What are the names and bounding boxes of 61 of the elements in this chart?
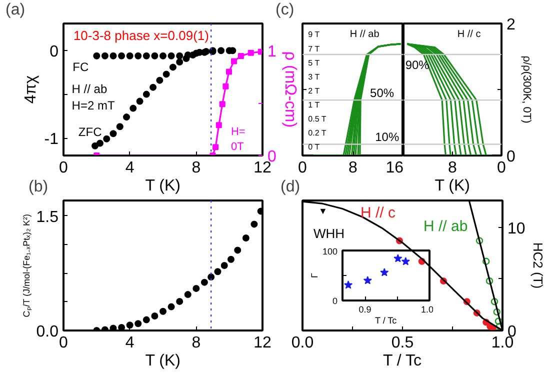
x-tick-label: 1.0 — [420, 304, 434, 314]
annotation: 10-3-8 phase x=0.09(1) — [73, 28, 209, 44]
annotation: H= — [230, 126, 246, 138]
x-axis-title: T (K) — [145, 352, 180, 370]
annotation: 7 T — [308, 44, 320, 54]
annotation: H // ab — [350, 29, 380, 40]
y-tick-label: 0.0 — [36, 324, 59, 340]
y-axis-title: ρ/ρ(300K, 0T) — [520, 56, 532, 124]
y2-axis-title: ρ (mΩ-cm) — [281, 51, 298, 128]
x-axis-title: T / Tc — [375, 316, 398, 326]
x-tick-label: 12 — [254, 334, 272, 352]
x-tick-label: 0 — [298, 160, 308, 176]
series-label: H // ab — [424, 218, 468, 235]
annotation: WHH — [314, 226, 345, 242]
x-tick-label: 0.9 — [358, 304, 372, 314]
annotation: H=2 mT — [72, 98, 116, 113]
annotation: ▼ — [318, 206, 328, 216]
y-axis-title: Cₚ/T (J/mol-(Fe₁₋ₓPtₓ)₂ K²) — [21, 214, 32, 318]
annotation: 1 T — [308, 100, 320, 110]
x-axis-title: T / Tc — [382, 352, 422, 370]
x-tick-label: 8 — [348, 160, 358, 176]
x-tick-label: 8 — [192, 160, 201, 176]
y-tick-label: 2 — [506, 16, 516, 34]
annotation: H // ab — [72, 82, 108, 96]
x-axis-title: T (K) — [434, 178, 470, 194]
annotation: H // c — [457, 29, 481, 40]
annotation: 9 T — [308, 30, 320, 40]
y2-tick-label: 1 — [268, 44, 276, 61]
annotation: 3 T — [308, 72, 320, 82]
annotation: 2 T — [308, 86, 320, 96]
annotation: FC — [72, 60, 89, 74]
x-tick-label: 8 — [192, 334, 201, 352]
x-tick-label: 0.5 — [391, 334, 414, 352]
y-tick-label: -1 — [44, 131, 59, 148]
x-tick-label: 8 — [448, 160, 458, 176]
annotation: 50% — [370, 86, 394, 100]
annotation: 0T — [230, 140, 244, 153]
chart-title: (b) — [28, 178, 48, 196]
y-tick-label: 1.5 — [36, 208, 59, 226]
annotation: 0 T — [308, 142, 320, 152]
y-tick-label: 100 — [322, 246, 338, 256]
x-tick-label: 4 — [125, 160, 134, 176]
y-axis-title: 4πχ — [22, 74, 40, 104]
annotation: 0.2 T — [308, 128, 326, 138]
y-tick-label: 0 — [50, 44, 59, 61]
y-tick-label: 10 — [508, 220, 526, 238]
y-axis-title: Γ — [309, 272, 320, 278]
annotation: 5 T — [308, 58, 320, 68]
x-tick-label: 16 — [386, 160, 404, 176]
chart-title: (c) — [276, 2, 294, 18]
x-tick-label: 4 — [125, 334, 134, 352]
annotation: 10% — [375, 130, 400, 144]
y-tick-label: 0 — [506, 148, 516, 166]
x-axis-title: T (K) — [145, 178, 180, 194]
x-tick-label: 0.0 — [291, 334, 314, 352]
y-axis-title: HC2 (T) — [530, 242, 546, 289]
series-label: H // c — [360, 204, 396, 222]
chart-title: (d) — [280, 178, 300, 196]
annotation: 0.5 T — [308, 114, 326, 124]
annotation: ZFC — [78, 124, 102, 139]
chart-title: (a) — [6, 2, 26, 18]
